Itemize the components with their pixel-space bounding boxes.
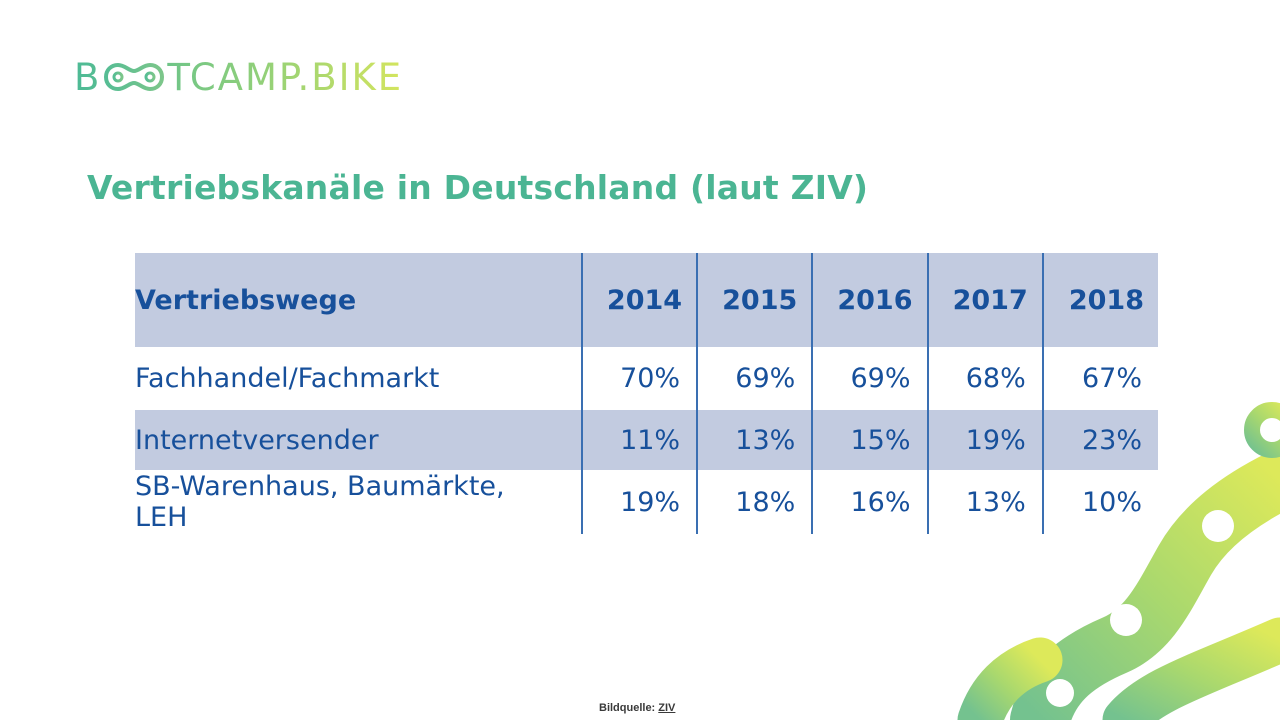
row-label: Fachhandel/Fachmarkt: [135, 363, 440, 394]
bike-chain-graphic: [957, 402, 1280, 720]
table-cell: 15%: [811, 410, 928, 470]
table-cell: 11%: [580, 410, 698, 470]
bootcamp-bike-logo: B TCAMP.BIKE: [74, 55, 403, 99]
header-cell: 2018: [1041, 253, 1158, 347]
table-cell: 13%: [696, 410, 813, 470]
table-cell: 18%: [696, 470, 813, 534]
table-cell: 68%: [926, 347, 1043, 410]
table-cell: 70%: [580, 347, 698, 410]
table-row: Internetversender 11% 13% 15% 19% 23%: [135, 410, 1158, 470]
logo-text: TCAMP.BIKE: [167, 55, 404, 99]
table-header-row: Vertriebswege 2014 2015 2016 2017 2018: [135, 253, 1158, 347]
table-cell: 23%: [1041, 410, 1158, 470]
chain-link-icon: [103, 62, 165, 92]
table-cell: 16%: [811, 470, 928, 534]
table-cell: 19%: [580, 470, 698, 534]
header-cell: Vertriebswege: [135, 284, 357, 316]
row-label: Internetversender: [135, 410, 582, 470]
sales-channel-table: Vertriebswege 2014 2015 2016 2017 2018 F…: [135, 253, 1158, 534]
table-cell: 69%: [696, 347, 813, 410]
table-cell: 13%: [926, 470, 1043, 534]
table-cell: 69%: [811, 347, 928, 410]
row-label: SB-Warenhaus, Baumärkte, LEH: [135, 471, 505, 533]
source-label: Bildquelle:: [599, 702, 659, 714]
table-cell: 67%: [1041, 347, 1158, 410]
table-row: Fachhandel/Fachmarkt 70% 69% 69% 68% 67%: [135, 347, 1158, 410]
header-cell: 2015: [696, 253, 813, 347]
table-cell: 19%: [926, 410, 1043, 470]
table-row: SB-Warenhaus, Baumärkte, LEH 19% 18% 16%…: [135, 470, 1158, 534]
table-cell: 10%: [1041, 470, 1158, 534]
image-source-credit: Bildquelle: ZIV: [599, 702, 675, 714]
header-cell: 2014: [580, 253, 698, 347]
page-title: Vertriebskanäle in Deutschland (laut ZIV…: [87, 168, 869, 207]
logo-letter-b: B: [74, 55, 102, 99]
source-link[interactable]: ZIV: [658, 702, 676, 714]
header-cell: 2017: [926, 253, 1043, 347]
header-cell: 2016: [811, 253, 928, 347]
